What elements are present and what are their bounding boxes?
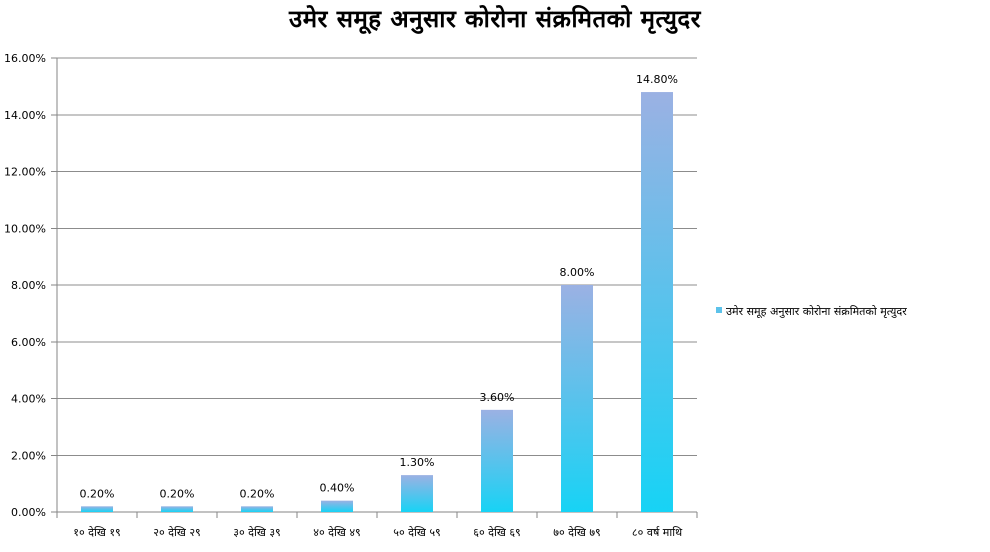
y-tick-label: 14.00% — [4, 109, 46, 122]
y-tick-label: 0.00% — [11, 506, 46, 519]
data-label: 1.30% — [400, 456, 435, 469]
data-label: 8.00% — [560, 266, 595, 279]
bar — [641, 92, 673, 513]
x-tick-label: ४० देखि ४९ — [313, 526, 361, 539]
x-tick-label: ६० देखि ६९ — [473, 526, 521, 539]
axes: 0.00% 2.00% 4.00% 6.00% 8.00% 10.00% 12.00% 14.… — [4, 52, 698, 539]
bar — [81, 506, 113, 512]
y-tick-label: 8.00% — [11, 279, 46, 292]
data-label: 14.80% — [636, 73, 678, 86]
legend-label: उमेर समूह अनुसार कोरोना संक्रमितको मृत्य… — [726, 305, 907, 319]
bar — [321, 500, 353, 512]
x-tick-label: २० देखि २९ — [153, 526, 201, 539]
bar — [401, 475, 433, 512]
data-label: 0.20% — [240, 487, 275, 500]
x-tick-label: १० देखि १९ — [73, 526, 121, 539]
bar — [241, 506, 273, 512]
bar — [561, 285, 593, 512]
x-tick-label: ८० वर्ष माथि — [632, 526, 683, 539]
y-tick-label: 16.00% — [4, 52, 46, 65]
data-label: 0.20% — [160, 487, 195, 500]
y-tick-label: 2.00% — [11, 449, 46, 462]
x-tick-label: ५० देखि ५९ — [393, 526, 441, 539]
x-tick-label: ७० देखि ७९ — [553, 526, 601, 539]
x-tick-label: ३० देखि ३९ — [233, 526, 281, 539]
bars — [81, 92, 673, 513]
data-label: 0.40% — [320, 482, 355, 495]
y-tick-label: 12.00% — [4, 166, 46, 179]
gridlines — [57, 57, 697, 513]
y-tick-label: 4.00% — [11, 393, 46, 406]
legend: उमेर समूह अनुसार कोरोना संक्रमितको मृत्य… — [716, 305, 907, 319]
data-label: 3.60% — [480, 391, 515, 404]
y-tick-label: 10.00% — [4, 222, 46, 235]
legend-swatch — [716, 307, 722, 313]
y-tick-label: 6.00% — [11, 336, 46, 349]
chart-title: उमेर समूह अनुसार कोरोना संक्रमितको मृत्य… — [289, 5, 701, 33]
bar — [481, 409, 513, 512]
bar — [161, 506, 193, 512]
data-labels: 0.20% 0.20% 0.20% 0.40% 1.30% 3.60% 8.00% 14.80… — [80, 73, 678, 500]
data-label: 0.20% — [80, 487, 115, 500]
